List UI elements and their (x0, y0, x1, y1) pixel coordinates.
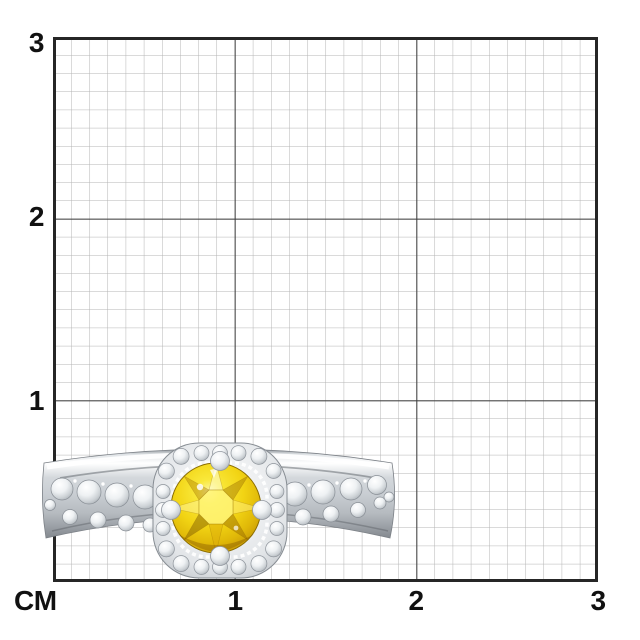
y-axis-label-1cm: 1 (28, 385, 45, 416)
stone-facets (170, 461, 262, 554)
y-axis-label-2cm: 2 (28, 201, 45, 232)
stone-sparkles (196, 468, 239, 531)
x-axis-label-2cm: 2 (408, 585, 424, 616)
grid-border (53, 37, 598, 582)
unit-label-cm: CM (14, 585, 57, 616)
x-axis-label-3cm: 3 (590, 585, 606, 616)
milgrain-beads (73, 479, 367, 488)
ring-image (42, 442, 395, 579)
prong-diamonds (161, 451, 272, 566)
center-stone (170, 461, 262, 554)
x-axis-label-1cm: 1 (227, 585, 243, 616)
halo-diamonds (155, 445, 285, 575)
y-axis-label-3cm: 3 (28, 27, 45, 58)
